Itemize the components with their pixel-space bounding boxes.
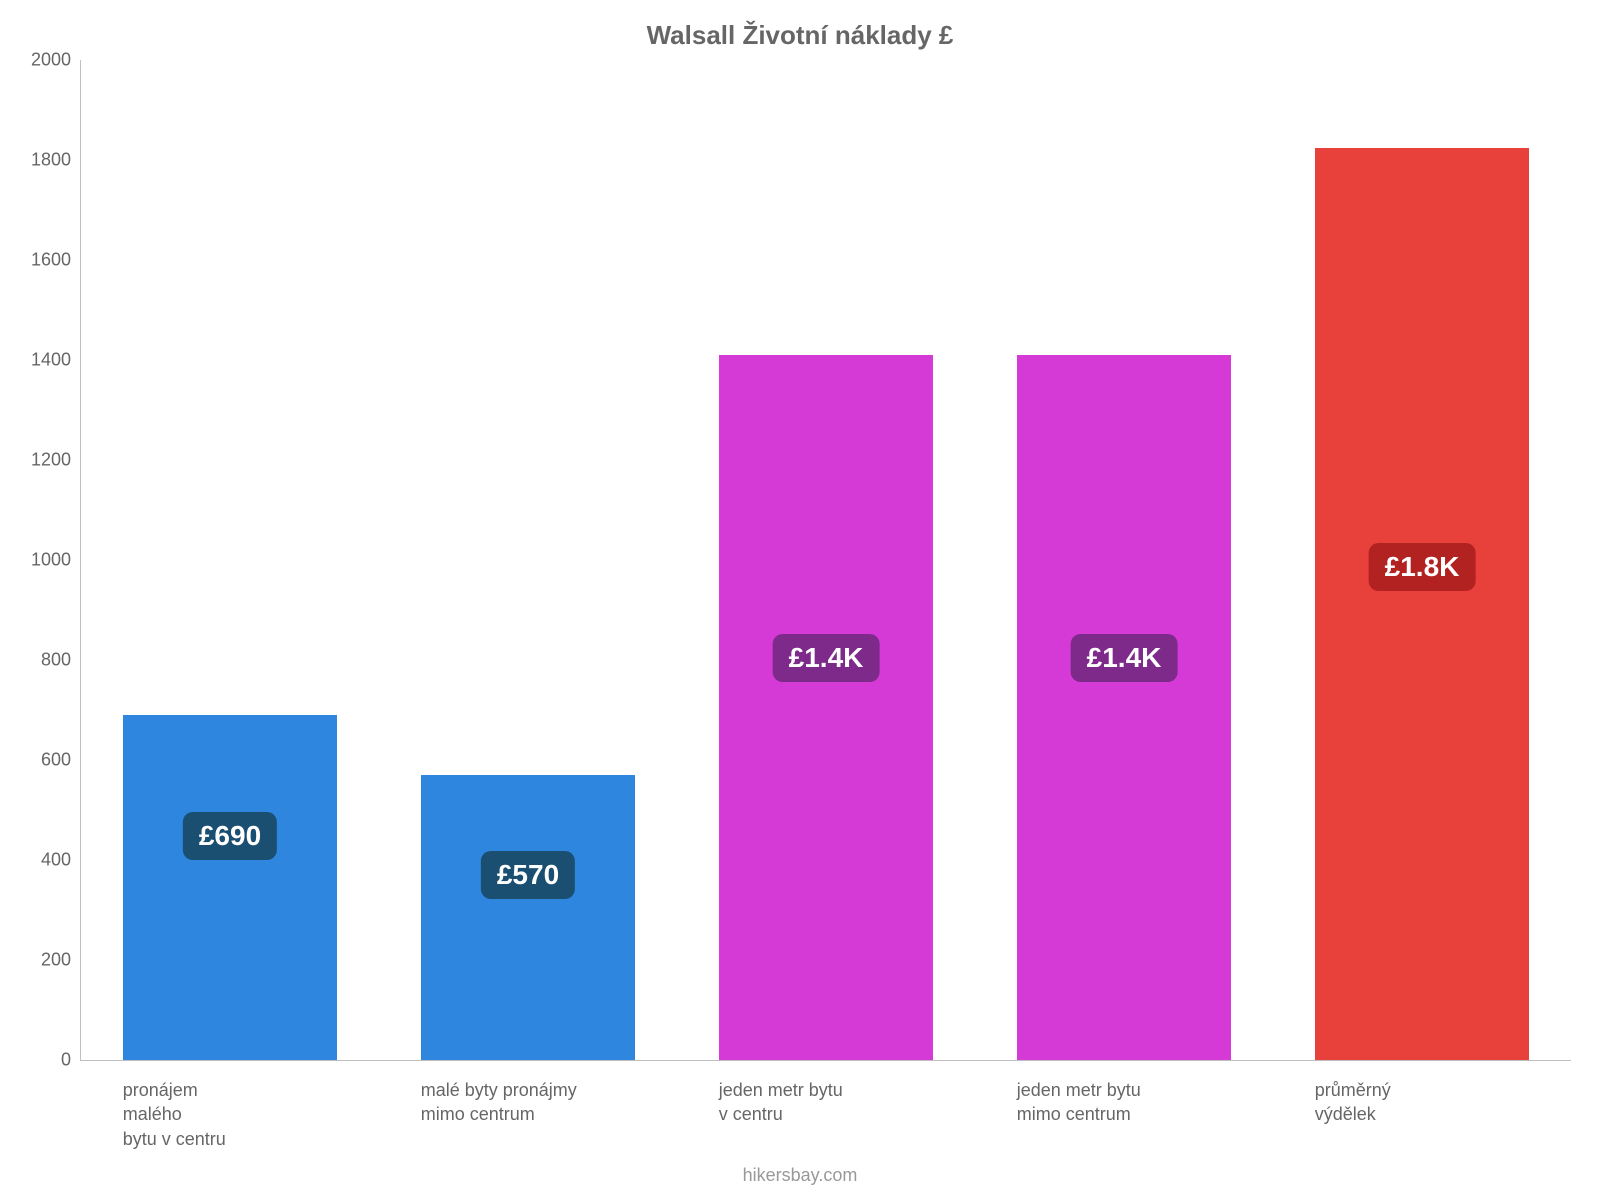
footer-credit: hikersbay.com	[0, 1165, 1600, 1186]
value-badge: £1.4K	[773, 634, 880, 682]
x-tick-label: malé byty pronájmymimo centrum	[421, 1078, 676, 1127]
y-tick-label: 1400	[1, 350, 71, 371]
chart-title: Walsall Životní náklady £	[0, 20, 1600, 51]
y-tick-label: 400	[1, 850, 71, 871]
bar	[1315, 148, 1530, 1061]
bar	[1017, 355, 1232, 1060]
y-tick-label: 0	[1, 1050, 71, 1071]
y-tick-label: 1000	[1, 550, 71, 571]
y-tick-label: 1800	[1, 150, 71, 171]
plot-area: 0200400600800100012001400160018002000£69…	[80, 60, 1571, 1061]
value-badge: £570	[481, 851, 575, 899]
y-tick-label: 1600	[1, 250, 71, 271]
y-tick-label: 200	[1, 950, 71, 971]
y-tick-label: 2000	[1, 50, 71, 71]
x-tick-label: průměrnývýdělek	[1315, 1078, 1570, 1127]
x-tick-label: pronájemmaléhobytu v centru	[123, 1078, 378, 1151]
y-tick-label: 600	[1, 750, 71, 771]
value-badge: £1.4K	[1071, 634, 1178, 682]
x-tick-label: jeden metr bytuv centru	[719, 1078, 974, 1127]
chart-container: Walsall Životní náklady £ 02004006008001…	[0, 0, 1600, 1200]
value-badge: £1.8K	[1369, 543, 1476, 591]
x-tick-label: jeden metr bytumimo centrum	[1017, 1078, 1272, 1127]
y-tick-label: 800	[1, 650, 71, 671]
bar	[123, 715, 338, 1060]
bar	[421, 775, 636, 1060]
value-badge: £690	[183, 812, 277, 860]
y-tick-label: 1200	[1, 450, 71, 471]
bar	[719, 355, 934, 1060]
